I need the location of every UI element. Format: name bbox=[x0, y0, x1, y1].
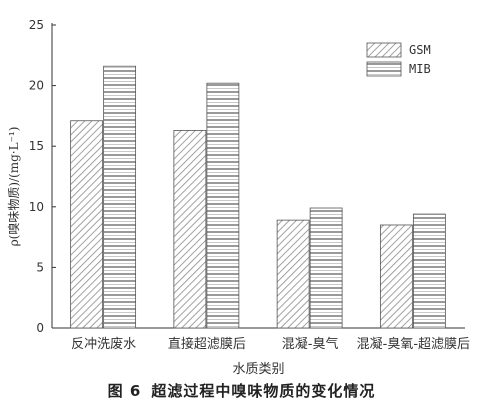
legend: GSM MIB bbox=[366, 42, 431, 77]
figure-number: 图 6 bbox=[107, 382, 142, 400]
bar-mib bbox=[206, 82, 240, 329]
legend-label-gsm: GSM bbox=[409, 43, 431, 57]
bar-gsm bbox=[379, 224, 413, 329]
bar-gsm bbox=[70, 120, 104, 329]
bar-mib bbox=[412, 213, 446, 329]
x-axis-label: 水质类别 bbox=[232, 362, 284, 377]
bar-gsm bbox=[173, 130, 207, 329]
legend-swatch-gsm bbox=[366, 42, 402, 58]
y-tick-label: 25 bbox=[29, 18, 44, 32]
y-axis-label: ρ(嗅味物质)/(mg·L⁻¹) bbox=[7, 127, 21, 247]
x-tick-label: 反冲洗废水 bbox=[71, 336, 136, 352]
y-tick-label: 0 bbox=[36, 321, 44, 335]
x-tick-label: 混凝-臭氧-超滤膜后 bbox=[357, 336, 470, 352]
bar-gsm bbox=[276, 219, 310, 329]
legend-label-mib: MIB bbox=[409, 62, 431, 76]
y-tick-label: 20 bbox=[29, 79, 44, 93]
figure-title: 超滤过程中嗅味物质的变化情况 bbox=[151, 382, 376, 400]
axes: 0 5 10 15 20 25 ρ(嗅味物质)/(mg·L⁻¹) 反冲洗废水 直接超滤膜后 混凝-… bbox=[7, 18, 470, 377]
x-tick-label: 直接超滤膜后 bbox=[168, 336, 246, 352]
y-tick-label: 5 bbox=[36, 260, 44, 274]
x-tick-label: 混凝-臭气 bbox=[282, 336, 339, 352]
y-tick-label: 15 bbox=[29, 139, 44, 153]
bars-group bbox=[70, 65, 446, 329]
bar-mib bbox=[309, 207, 343, 329]
y-tick-label: 10 bbox=[29, 200, 44, 214]
legend-swatch-mib bbox=[366, 61, 402, 77]
figure-caption: 图 6 超滤过程中嗅味物质的变化情况 bbox=[0, 380, 493, 401]
bar-mib bbox=[103, 65, 137, 329]
